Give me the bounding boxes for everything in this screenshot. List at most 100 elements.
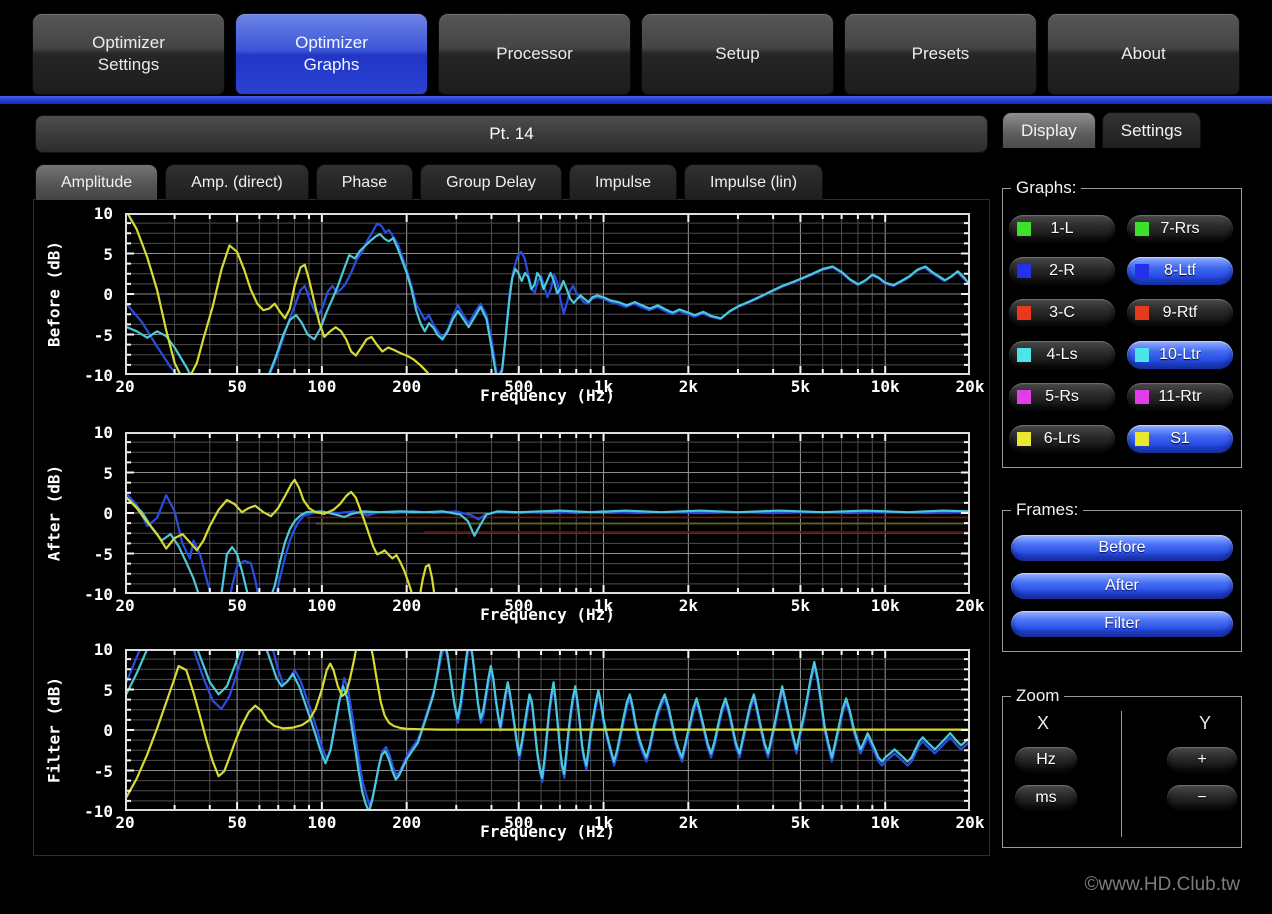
graph-button-2-R[interactable]: 2-R <box>1009 257 1115 285</box>
tab-setup[interactable]: Setup <box>641 13 834 95</box>
y-axis-label: Filter (dB) <box>44 677 64 783</box>
zoom-column-divider <box>1121 711 1122 837</box>
tab-amp-direct[interactable]: Amp. (direct) <box>165 164 309 200</box>
graphs-group-title: Graphs: <box>1011 178 1082 198</box>
x-axis-ticks: 20 50 100 200 500 1k 2k 5k 10k 20k <box>115 596 984 616</box>
charts-panel: Pt. 14 Amplitude Amp. (direct) Phase Gro… <box>33 112 990 860</box>
tab-processor[interactable]: Processor <box>438 13 631 95</box>
y-axis-label: Before (dB) <box>44 241 64 347</box>
tab-presets[interactable]: Presets <box>844 13 1037 95</box>
x-tick-label: 10k <box>870 596 900 615</box>
x-tick-label: 1k <box>593 813 614 832</box>
x-tick-label: 5k <box>790 813 811 832</box>
y-tick-label: -10 <box>84 366 113 385</box>
channel-color-swatch <box>1135 222 1149 236</box>
tab-optimizer-graphs[interactable]: Optimizer Graphs <box>235 13 428 95</box>
tab-impulse[interactable]: Impulse <box>568 164 677 200</box>
y-axis-label: After (dB) <box>44 464 64 562</box>
subtab-label: Amp. (direct) <box>191 173 283 191</box>
subtab-label: Group Delay <box>446 173 536 191</box>
x-axis-label: Frequency (Hz) <box>480 386 615 405</box>
frame-button-filter[interactable]: Filter <box>1011 611 1233 637</box>
tab-label: Optimizer Graphs <box>295 32 368 74</box>
graph-button-10-Ltr[interactable]: 10-Ltr <box>1127 341 1233 369</box>
channel-color-swatch <box>1135 306 1149 320</box>
tab-group-delay[interactable]: Group Delay <box>420 164 562 200</box>
measurement-title: Pt. 14 <box>35 115 988 153</box>
tab-settings[interactable]: Settings <box>1101 112 1202 148</box>
graph-button-9-Rtf[interactable]: 9-Rtf <box>1127 299 1233 327</box>
x-tick-label: 10k <box>870 813 900 832</box>
graph-button-11-Rtr[interactable]: 11-Rtr <box>1127 383 1233 411</box>
x-tick-label: 20 <box>115 813 135 832</box>
y-tick-label: 10 <box>93 204 113 223</box>
x-tick-label: 200 <box>392 377 422 396</box>
x-tick-label: 200 <box>392 813 422 832</box>
channel-color-swatch <box>1017 390 1031 404</box>
zoom-y-header: Y <box>1199 713 1212 733</box>
graph-button-label: 7-Rrs <box>1160 220 1200 237</box>
channel-color-swatch <box>1017 264 1031 278</box>
channel-color-swatch <box>1017 222 1031 236</box>
x-tick-label: 50 <box>227 596 247 615</box>
zoom-x-ms-button[interactable]: ms <box>1015 785 1077 811</box>
tab-label: Setup <box>715 43 760 63</box>
graph-button-label: 2-R <box>1049 262 1075 279</box>
tab-optimizer-settings[interactable]: Optimizer Settings <box>32 13 225 95</box>
x-tick-label: 1k <box>593 596 614 615</box>
channel-color-swatch <box>1017 306 1031 320</box>
channel-color-swatch <box>1017 432 1031 446</box>
graph-button-3-C[interactable]: 3-C <box>1009 299 1115 327</box>
graph-button-8-Ltf[interactable]: 8-Ltf <box>1127 257 1233 285</box>
x-tick-label: 50 <box>227 813 247 832</box>
tab-amplitude[interactable]: Amplitude <box>35 164 159 200</box>
x-tick-label: 5k <box>790 377 811 396</box>
side-panel: Display Settings Graphs: 1-L 7-Rrs 2-R 8… <box>1000 112 1268 860</box>
side-tab-bar: Display Settings <box>1002 112 1202 148</box>
x-tick-label: 2k <box>678 596 698 615</box>
graph-button-5-Rs[interactable]: 5-Rs <box>1009 383 1115 411</box>
before-chart: Before (dB) 10 5 0 -5 -10 20 50 100 200 500 1k 2k 5… <box>33 204 990 425</box>
tab-display[interactable]: Display <box>1002 112 1096 148</box>
channel-color-swatch <box>1135 432 1149 446</box>
x-tick-label: 2k <box>678 813 698 832</box>
x-tick-label: 20k <box>955 813 985 832</box>
y-tick-label: 5 <box>103 680 113 700</box>
graph-button-label: 8-Ltf <box>1163 262 1196 279</box>
x-tick-label: 500 <box>504 596 534 615</box>
channel-color-swatch <box>1135 264 1149 278</box>
subtab-label: Impulse <box>594 173 651 191</box>
x-tick-label: 200 <box>392 596 422 615</box>
zoom-x-header: X <box>1037 713 1050 733</box>
graph-type-tab-bar: Amplitude Amp. (direct) Phase Group Dela… <box>35 164 824 200</box>
x-tick-label: 10k <box>870 377 900 396</box>
graph-button-label: 5-Rs <box>1045 388 1079 405</box>
graph-button-label: 4-Ls <box>1046 346 1078 363</box>
y-tick-label: 0 <box>103 504 113 523</box>
x-tick-label: 2k <box>678 377 698 396</box>
zoom-y-minus-button[interactable]: − <box>1167 785 1237 811</box>
zoom-x-hz-button[interactable]: Hz <box>1015 747 1077 773</box>
channel-color-swatch <box>1017 348 1031 362</box>
frame-button-after[interactable]: After <box>1011 573 1233 599</box>
graph-button-4-Ls[interactable]: 4-Ls <box>1009 341 1115 369</box>
frame-button-before[interactable]: Before <box>1011 535 1233 561</box>
tab-impulse-lin[interactable]: Impulse (lin) <box>683 164 824 200</box>
x-tick-label: 100 <box>307 596 337 615</box>
zoom-y-plus-button[interactable]: + <box>1167 747 1237 773</box>
tab-phase[interactable]: Phase <box>315 164 414 200</box>
filter-plot <box>125 649 970 811</box>
graph-button-label: 3-C <box>1049 304 1075 321</box>
graph-button-6-Lrs[interactable]: 6-Lrs <box>1009 425 1115 453</box>
graph-button-S1[interactable]: S1 <box>1127 425 1233 453</box>
graph-button-1-L[interactable]: 1-L <box>1009 215 1115 243</box>
tab-about[interactable]: About <box>1047 13 1240 95</box>
channel-color-swatch <box>1135 348 1149 362</box>
y-tick-label: 5 <box>103 463 113 483</box>
graph-button-7-Rrs[interactable]: 7-Rrs <box>1127 215 1233 243</box>
watermark: ©www.HD.Club.tw <box>1084 874 1240 895</box>
graphs-group: Graphs: 1-L 7-Rrs 2-R 8-Ltf 3-C 9-Rtf 4-… <box>1002 178 1242 468</box>
graph-button-label: 9-Rtf <box>1162 304 1198 321</box>
x-tick-label: 20k <box>955 377 985 396</box>
